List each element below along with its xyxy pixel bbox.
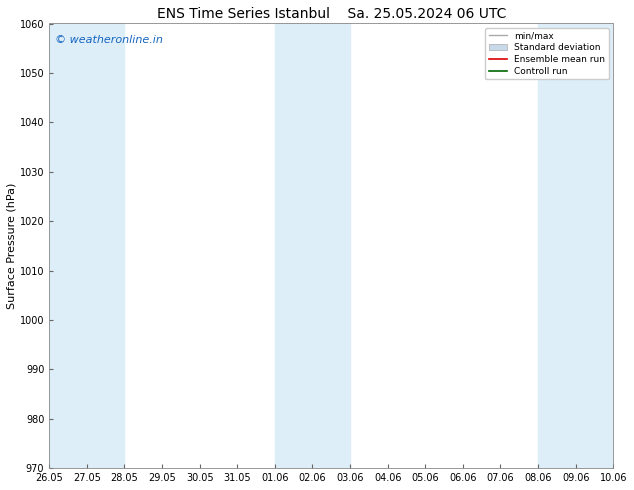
Text: © weatheronline.in: © weatheronline.in <box>55 35 163 45</box>
Legend: min/max, Standard deviation, Ensemble mean run, Controll run: min/max, Standard deviation, Ensemble me… <box>485 28 609 79</box>
Bar <box>87 24 124 468</box>
Bar <box>313 24 350 468</box>
Title: ENS Time Series Istanbul    Sa. 25.05.2024 06 UTC: ENS Time Series Istanbul Sa. 25.05.2024 … <box>157 7 506 21</box>
Bar <box>538 24 576 468</box>
Y-axis label: Surface Pressure (hPa): Surface Pressure (hPa) <box>7 183 17 309</box>
Bar <box>275 24 313 468</box>
Bar <box>49 24 87 468</box>
Bar <box>576 24 613 468</box>
